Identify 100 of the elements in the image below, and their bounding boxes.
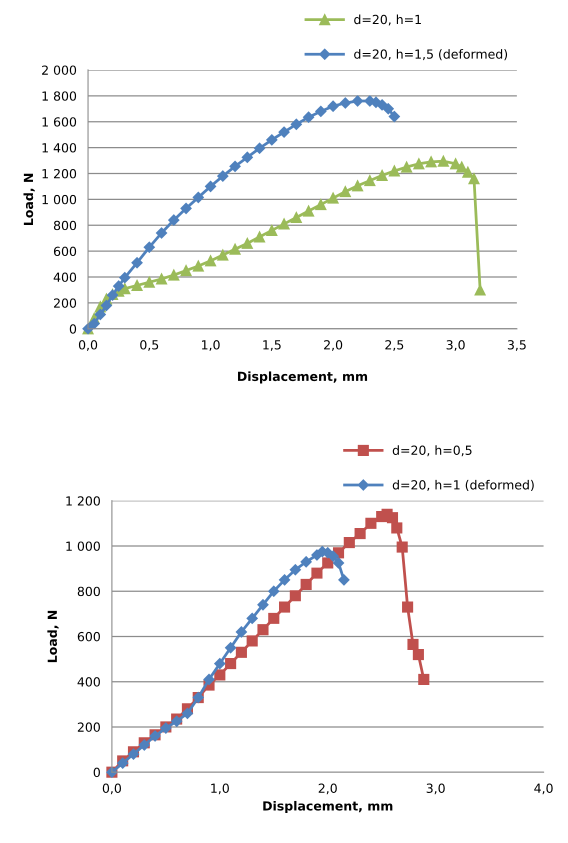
x-tick-label: 0,5	[140, 340, 158, 351]
point	[388, 110, 400, 122]
x-tick-label: 1,0	[211, 784, 229, 794]
legend-label: d=20, h=0,5	[392, 445, 472, 456]
point	[203, 674, 215, 686]
point	[438, 156, 449, 167]
point	[138, 739, 150, 751]
point	[462, 166, 474, 178]
x-tick-label: 3,5	[508, 340, 526, 351]
y-tick-label: 200	[78, 722, 100, 732]
y-tick-label: 1 200	[42, 168, 76, 178]
point	[266, 224, 278, 236]
point	[214, 658, 226, 670]
point	[257, 624, 269, 636]
legend-label: d=20, h=1 (deformed)	[392, 480, 534, 492]
point	[332, 557, 344, 569]
point	[352, 95, 364, 107]
point	[364, 175, 376, 186]
point	[315, 198, 326, 210]
y-tick-label: 800	[54, 220, 76, 230]
point	[322, 557, 334, 569]
point	[128, 748, 140, 760]
point	[119, 272, 130, 284]
y-axis-title: Load, N	[23, 174, 35, 225]
legend-label: d=20, h=1	[354, 14, 421, 26]
x-tick-label: 0,0	[102, 784, 122, 794]
point	[302, 112, 314, 123]
point	[204, 180, 216, 192]
point	[131, 280, 143, 291]
point	[168, 270, 180, 281]
point	[156, 273, 168, 285]
point	[225, 642, 236, 654]
point	[113, 280, 124, 292]
point	[338, 574, 350, 586]
point	[278, 126, 290, 138]
point	[180, 202, 192, 214]
y-axis-title: Load, N	[47, 610, 59, 662]
point	[156, 227, 168, 239]
point	[214, 669, 226, 680]
point	[192, 192, 204, 204]
point	[290, 212, 302, 224]
x-tick-label: 2,0	[324, 340, 342, 351]
y-tick-label: 1 000	[66, 541, 100, 551]
point	[474, 284, 486, 296]
point	[382, 103, 394, 114]
point	[131, 257, 143, 268]
point	[303, 205, 314, 217]
point	[328, 192, 339, 204]
x-tick-label: 1,0	[202, 340, 220, 351]
point	[217, 170, 228, 182]
point	[94, 308, 106, 320]
point	[328, 550, 339, 562]
y-tick-label: 1 600	[42, 117, 76, 127]
x-axis-title: Displacement, mm	[263, 800, 392, 814]
point	[144, 242, 155, 253]
point	[168, 214, 180, 226]
point	[246, 635, 258, 647]
point	[242, 152, 253, 163]
point	[340, 186, 351, 198]
y-tick-label: 400	[54, 272, 76, 282]
point	[376, 170, 388, 181]
point	[311, 568, 322, 579]
x-axis-title: Displacement, mm	[238, 371, 368, 384]
point	[230, 244, 241, 255]
y-tick-label: 1 400	[42, 143, 76, 153]
point	[315, 106, 326, 117]
x-tick-label: 1,5	[263, 340, 281, 351]
point	[192, 260, 204, 272]
point	[388, 165, 400, 176]
x-tick-label: 3,0	[426, 784, 445, 794]
y-tick-label: 600	[54, 246, 76, 256]
x-tick-label: 2,0	[318, 784, 337, 794]
point	[254, 231, 266, 242]
point	[391, 522, 402, 534]
y-tick-label: 0	[94, 768, 100, 778]
point	[412, 649, 424, 660]
point	[386, 512, 398, 524]
y-tick-label: 2 000	[42, 65, 76, 75]
point	[278, 218, 290, 230]
point	[365, 518, 376, 529]
point	[246, 612, 258, 624]
point	[257, 599, 269, 610]
point	[290, 564, 301, 576]
point	[242, 238, 253, 249]
point	[88, 318, 100, 330]
point	[236, 646, 247, 658]
point	[407, 638, 419, 650]
y-tick-label: 1 000	[42, 194, 76, 204]
point	[144, 276, 155, 288]
point	[268, 586, 280, 597]
y-tick-label: 200	[54, 298, 76, 308]
point	[268, 612, 280, 624]
y-tick-label: 800	[78, 586, 100, 596]
point	[254, 142, 266, 154]
point	[236, 626, 248, 638]
point	[279, 602, 290, 613]
point	[352, 180, 364, 192]
point	[401, 161, 412, 173]
point	[426, 156, 437, 168]
y-tick-label: 1 800	[42, 91, 76, 101]
